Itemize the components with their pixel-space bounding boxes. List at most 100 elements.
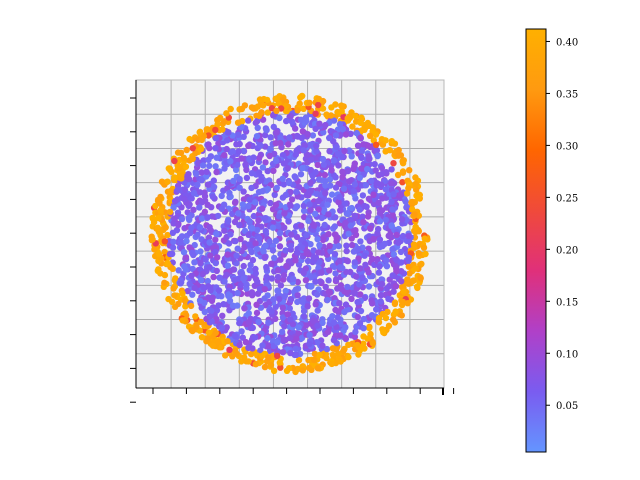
- scatter-point: [188, 224, 195, 231]
- scatter-point: [295, 357, 303, 364]
- scatter-point: [207, 252, 214, 259]
- scatter-point: [359, 192, 367, 199]
- scatter-point: [251, 199, 259, 206]
- scatter-point: [218, 192, 225, 200]
- scatter-point: [254, 103, 261, 110]
- scatter-point: [194, 231, 201, 238]
- scatter-point: [343, 242, 350, 249]
- scatter-point: [246, 266, 253, 274]
- scatter-point: [196, 204, 203, 211]
- scatter-point: [212, 248, 219, 256]
- scatter-point: [199, 162, 207, 169]
- scatter-point: [243, 174, 251, 182]
- scatter-point: [205, 141, 212, 148]
- scatter-point: [336, 120, 344, 128]
- scatter-point: [206, 313, 213, 320]
- scatter-point: [365, 195, 373, 202]
- scatter-point: [285, 217, 292, 225]
- scatter-point: [344, 283, 351, 291]
- scatter-point: [382, 186, 389, 193]
- scatter-point: [208, 318, 215, 325]
- scatter-point: [365, 153, 372, 160]
- scatter-point: [253, 133, 261, 140]
- colorbar-ticks: 0.05 0.10 0.15 0.20 0.25 0.30 0.35 0.40: [546, 37, 578, 412]
- scatter-point: [276, 114, 283, 122]
- scatter-point: [334, 108, 341, 116]
- colorbar-tick-label: 0.35: [556, 89, 578, 100]
- scatter-point: [331, 251, 339, 258]
- scatter-point: [367, 177, 375, 185]
- scatter-point: [227, 105, 234, 113]
- scatter-point: [252, 265, 259, 273]
- scatter-point: [366, 324, 373, 332]
- scatter-point: [256, 96, 264, 103]
- scatter-point: [294, 365, 301, 373]
- scatter-point: [266, 238, 273, 245]
- scatter-point: [412, 174, 419, 181]
- scatter-point: [190, 189, 198, 197]
- scatter-point: [370, 235, 377, 242]
- scatter-point: [171, 174, 178, 181]
- scatter-point: [411, 211, 418, 218]
- scatter-point: [319, 236, 327, 243]
- scatter-point: [369, 124, 376, 131]
- scatter-point: [332, 132, 340, 139]
- scatter-point: [264, 167, 271, 175]
- scatter-point: [398, 216, 406, 223]
- scatter-point: [390, 311, 398, 318]
- scatter-point: [306, 331, 313, 339]
- scatter-point: [375, 269, 383, 276]
- scatter-point: [227, 231, 234, 238]
- scatter-point: [378, 164, 386, 172]
- scatter-point: [369, 340, 377, 347]
- scatter-point: [330, 319, 338, 326]
- scatter-point: [267, 146, 274, 153]
- scatter-point: [224, 251, 231, 258]
- scatter-point: [223, 137, 231, 144]
- scatter-point: [342, 131, 350, 138]
- scatter-point: [181, 195, 188, 203]
- scatter-point: [281, 210, 288, 217]
- scatter-point: [342, 200, 349, 207]
- scatter-point: [223, 145, 230, 153]
- x-axis-ticks: [152, 388, 455, 395]
- scatter-point: [217, 114, 224, 122]
- scatter-point: [376, 206, 383, 214]
- scatter-point: [374, 152, 381, 160]
- scatter-point: [273, 157, 280, 164]
- colorbar-tick-label: 0.40: [556, 37, 578, 48]
- scatter-point: [234, 245, 241, 252]
- scatter-point: [205, 329, 213, 336]
- scatter-point: [265, 354, 272, 361]
- scatter-point: [212, 236, 219, 243]
- scatter-point: [281, 224, 288, 231]
- scatter-point: [376, 218, 384, 225]
- scatter-point: [252, 119, 259, 127]
- scatter-point: [381, 240, 388, 247]
- scatter-point: [352, 227, 359, 234]
- scatter-point: [333, 234, 340, 242]
- scatter-point: [372, 167, 379, 174]
- scatter-point: [393, 268, 400, 275]
- scatter-point: [275, 287, 282, 294]
- scatter-point: [365, 283, 373, 290]
- scatter-point: [363, 203, 370, 210]
- scatter-point: [402, 198, 409, 205]
- scatter-point: [164, 260, 172, 267]
- scatter-point: [292, 125, 299, 132]
- scatter-point: [295, 324, 302, 331]
- scatter-point: [250, 212, 258, 220]
- scatter-point: [399, 179, 406, 186]
- scatter-point: [329, 263, 337, 270]
- scatter-point: [413, 283, 421, 290]
- scatter-point: [245, 310, 252, 317]
- scatter-point: [179, 290, 186, 297]
- scatter-point: [297, 116, 305, 124]
- scatter-point: [322, 182, 329, 189]
- scatter-point: [204, 214, 211, 221]
- scatter-point: [170, 204, 177, 211]
- scatter-point: [347, 222, 354, 229]
- scatter-point: [318, 269, 325, 276]
- scatter-point: [263, 96, 271, 104]
- scatter-point: [404, 300, 411, 307]
